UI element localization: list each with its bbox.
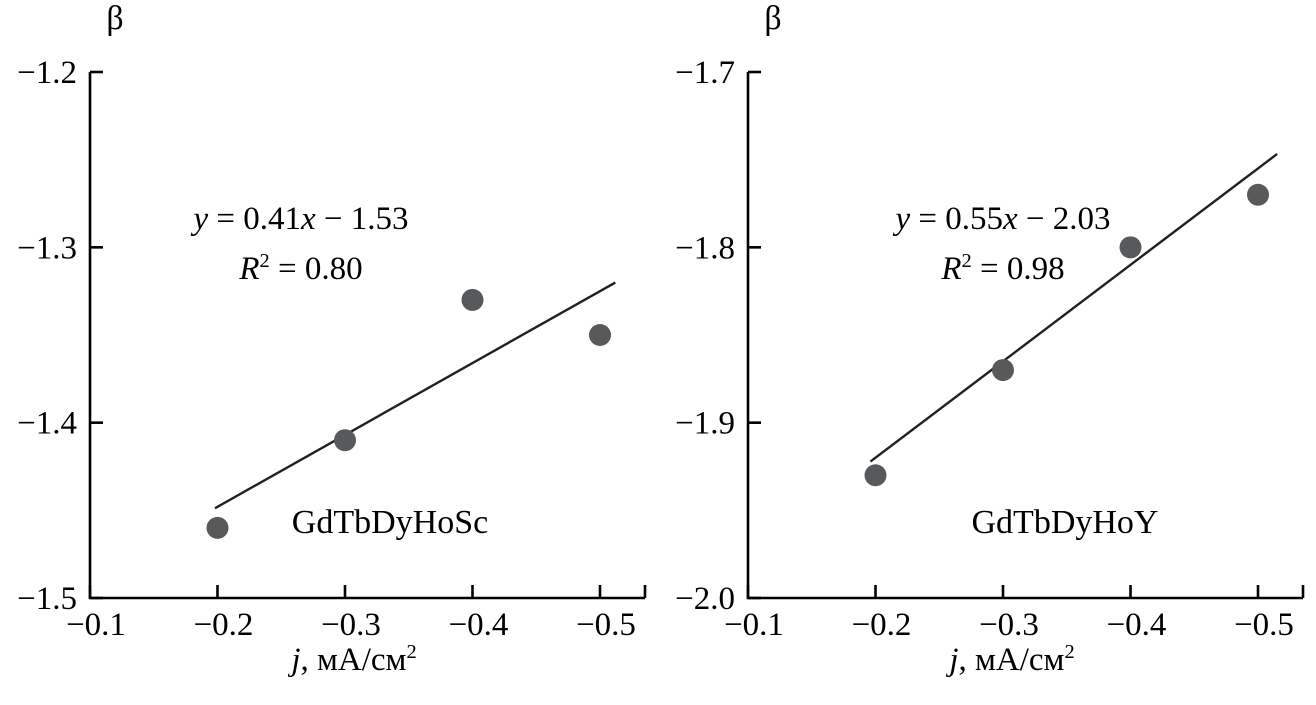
data-point bbox=[589, 324, 611, 346]
series-label: GdTbDyHoSc bbox=[291, 504, 489, 541]
x-tick-label: −0.1 bbox=[724, 607, 784, 643]
x-axis-title: j, мА/см2 bbox=[25, 641, 683, 679]
fit-r-squared: R2 = 0.80 bbox=[0, 240, 630, 290]
y-tick-label: −1.7 bbox=[675, 55, 735, 91]
y-tick-label: −1.8 bbox=[675, 230, 735, 266]
equation-slope: = 0.55 bbox=[910, 201, 1003, 237]
equation-x-var: x bbox=[301, 201, 316, 237]
equation-x-var: x bbox=[1003, 201, 1018, 237]
fit-annotation: y = 0.41x − 1.53 R2 = 0.80 bbox=[0, 198, 630, 290]
fit-equation: y = 0.55x − 2.03 bbox=[674, 198, 1316, 240]
chart-panel-left: −1.2 −1.3 −1.4 −1.5 −0.1 −0.2 −0.3 −0.4 −0.5 β y… bbox=[0, 0, 647, 678]
y-tick-label: −1.3 bbox=[17, 230, 77, 266]
fit-equation: y = 0.41x − 1.53 bbox=[0, 198, 630, 240]
scatter-plot-left: −1.2 −1.3 −1.4 −1.5−0.1 −0.2 −0.3 −0.4 −0.5 bbox=[17, 55, 647, 643]
equation-intercept: − 2.03 bbox=[1017, 201, 1111, 237]
fit-annotation: y = 0.55x − 2.03 R2 = 0.98 bbox=[674, 198, 1316, 290]
y-tick-label: −1.2 bbox=[17, 55, 77, 91]
scatter-plot-right: −1.7 −1.8 −1.9 −2.0−0.1 −0.2 −0.3 −0.4 −0.5 bbox=[675, 55, 1305, 643]
data-point bbox=[334, 429, 356, 452]
data-point bbox=[992, 359, 1014, 382]
fit-line bbox=[869, 153, 1278, 463]
x-tick-label: −0.4 bbox=[449, 607, 509, 643]
x-axis-units-exponent: 2 bbox=[406, 641, 417, 663]
x-axis-units: , мА/см bbox=[300, 642, 407, 678]
r-exponent: 2 bbox=[259, 250, 270, 272]
data-point bbox=[1119, 236, 1142, 259]
x-tick-label: −0.4 bbox=[1107, 607, 1167, 643]
y-axis-title: β bbox=[764, 0, 782, 37]
y-tick-label: −1.4 bbox=[17, 406, 77, 442]
x-tick-label: −0.5 bbox=[1234, 607, 1294, 643]
data-point bbox=[864, 464, 887, 487]
x-axis-variable: j bbox=[949, 642, 959, 678]
x-axis-units: , мА/см bbox=[958, 642, 1065, 678]
r-symbol: R bbox=[239, 251, 260, 287]
x-tick-label: −0.5 bbox=[576, 607, 636, 643]
r-value: = 0.98 bbox=[971, 251, 1065, 287]
chart-panel-right: −1.7 −1.8 −1.9 −2.0 −0.1 −0.2 −0.3 −0.4 −0.5 β y… bbox=[658, 0, 1316, 705]
data-point bbox=[206, 516, 229, 539]
r-exponent: 2 bbox=[961, 250, 972, 272]
data-point bbox=[461, 288, 484, 311]
y-tick-label: −1.5 bbox=[17, 581, 77, 617]
r-value: = 0.80 bbox=[269, 251, 363, 287]
x-tick-label: −0.2 bbox=[852, 607, 912, 643]
x-tick-label: −0.3 bbox=[979, 607, 1039, 643]
x-axis-variable: j bbox=[291, 642, 301, 678]
equation-intercept: − 1.53 bbox=[315, 201, 409, 237]
x-tick-label: −0.3 bbox=[321, 607, 381, 643]
y-tick-label: −2.0 bbox=[675, 581, 735, 617]
x-tick-label: −0.2 bbox=[194, 607, 254, 643]
data-point bbox=[1247, 183, 1269, 206]
y-axis-title: β bbox=[106, 0, 124, 37]
equation-y-var: y bbox=[193, 201, 209, 237]
x-tick-label: −0.1 bbox=[66, 607, 126, 643]
equation-slope: = 0.41 bbox=[208, 201, 301, 237]
x-axis-title: j, мА/см2 bbox=[683, 641, 1316, 679]
r-symbol: R bbox=[941, 251, 962, 287]
series-label: GdTbDyHoY bbox=[971, 504, 1159, 541]
fit-r-squared: R2 = 0.98 bbox=[674, 240, 1316, 290]
fit-line bbox=[214, 281, 616, 510]
equation-y-var: y bbox=[895, 201, 911, 237]
x-axis-units-exponent: 2 bbox=[1064, 641, 1075, 663]
y-tick-label: −1.9 bbox=[675, 406, 735, 442]
